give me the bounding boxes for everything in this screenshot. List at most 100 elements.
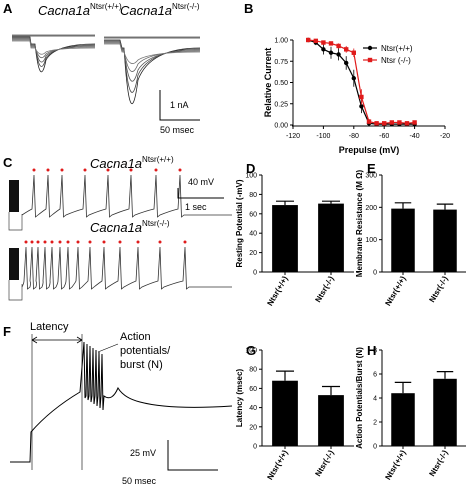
- panel-b-point-ko: [321, 40, 326, 45]
- panel-c-spike-marker-ko: [136, 240, 140, 244]
- panel-b-legend-label-wt: Ntsr(+/+): [381, 44, 413, 53]
- panel-b-x-tick-label: -120: [286, 133, 300, 140]
- panel-f-burst-path: [10, 341, 233, 463]
- panel-g-bar: [318, 395, 344, 446]
- panel-a: A Cacna1aNtsr(+/+) Cacna1aNtsr(-/-): [3, 1, 201, 135]
- panel-h-y-tick-label: 4: [373, 396, 377, 403]
- panel-h-letter: H: [367, 343, 376, 358]
- panel-c-spike-marker-ko: [76, 240, 80, 244]
- panel-d-y-tick-label: 60: [249, 211, 257, 218]
- panel-b-point-wt: [321, 47, 326, 52]
- panel-b-point-ko: [336, 43, 341, 49]
- panel-b-point-ko: [412, 120, 417, 125]
- panel-e-x-tick-label: Ntsr(-/-): [427, 274, 449, 304]
- panel-e-bar: [433, 209, 457, 272]
- panel-b-x-tick-label: -60: [379, 133, 389, 140]
- panel-h-y-tick-label: 6: [373, 372, 377, 379]
- panel-g-bar: [272, 380, 298, 446]
- panel-b-x-tick-label: -40: [410, 133, 420, 140]
- panel-b-y-tick-label: 1.00: [274, 38, 288, 45]
- panel-h-bar: [433, 378, 457, 446]
- panel-b-point-ko: [382, 121, 387, 126]
- panel-c-spike-marker-ko: [30, 240, 34, 244]
- panel-b-y-tick-label: 0.25: [274, 101, 288, 108]
- panel-e-letter: E: [367, 161, 376, 176]
- panel-b-x-label: Prepulse (mV): [339, 145, 400, 155]
- panel-c-spike-marker-ko: [24, 240, 28, 244]
- panel-b-point-ko: [389, 120, 394, 125]
- panel-f-burst-trace: [10, 341, 233, 463]
- panel-g: G 0 20 40 60 80 100 Latency (msec) Ntsr(+/+) Ntsr…: [235, 343, 354, 481]
- panel-c-spike-marker-wt: [32, 168, 36, 172]
- panel-c-scale-y: 40 mV: [188, 177, 214, 187]
- panel-b-point-wt: [351, 76, 356, 81]
- panel-f-letter: F: [3, 324, 11, 339]
- panel-h-bar: [391, 393, 415, 446]
- panel-f-latency-label: Latency: [30, 321, 69, 333]
- panel-g-y-tick-label: 80: [249, 367, 257, 374]
- panel-g-letter: G: [246, 343, 256, 358]
- panel-b-point-ko: [328, 41, 334, 46]
- panel-b-point-ko: [374, 121, 379, 126]
- panel-b-legend-marker-wt: [367, 45, 373, 51]
- panel-c-trace-wt: [21, 168, 232, 218]
- panel-b-x-tick-label: -80: [349, 133, 359, 140]
- panel-b-point-ko: [313, 38, 318, 44]
- panel-g-y-tick-label: 60: [249, 386, 257, 393]
- panel-e-x-tick-label: Ntsr(+/+): [383, 274, 407, 307]
- panel-c-label-top: Cacna1aNtsr(+/+): [90, 155, 174, 171]
- panel-b-point-wt: [359, 104, 364, 109]
- panel-c-label-bottom: Cacna1aNtsr(-/-): [90, 219, 170, 235]
- panel-c-scale-bar: [177, 188, 224, 199]
- panel-d-bar: [318, 203, 344, 272]
- panel-d-y-tick-label: 100: [245, 173, 257, 180]
- panel-g-x-tick-label: Ntsr(+/+): [265, 448, 289, 481]
- panel-d-y-label: Resting Potential (-mV): [235, 179, 244, 267]
- panel-f: F Latency Action potentials/ burst (N) 2…: [3, 321, 233, 486]
- panel-c-trace-ko-path: [21, 246, 232, 290]
- panel-b-y-tick-label: 0.00: [274, 123, 288, 130]
- panel-b-y-tick-label: 0.75: [274, 59, 288, 66]
- panel-b-plot: 0.00 0.25 0.50 0.75 1.00 -120 -100 -80 -60 -40 -20…: [263, 38, 450, 156]
- panel-h-x-tick-label: Ntsr(+/+): [383, 448, 407, 481]
- panel-g-y-tick-label: 40: [249, 405, 257, 412]
- panel-b-legend-marker-ko: [367, 57, 373, 63]
- panel-e-y-tick-label: 200: [365, 205, 377, 212]
- panel-b-point-ko: [404, 121, 410, 126]
- panel-h-y-tick-label: 0: [373, 444, 377, 451]
- panel-b: B 0.00 0.25 0.50 0.75 1.00 -120 -100 -80 -60 -40 -…: [244, 1, 450, 155]
- panel-f-ap-label-2: potentials/: [120, 345, 171, 357]
- panel-b-point-ko: [344, 47, 349, 52]
- panel-a-letter: A: [3, 1, 13, 16]
- panel-a-scale-bar: [159, 90, 200, 121]
- panel-c-trace-wt-path: [21, 174, 232, 218]
- panel-b-legend-label-ko: Ntsr (-/-): [381, 56, 411, 65]
- panel-b-point-wt: [328, 50, 334, 55]
- panel-c-stimulus-block-top: [9, 180, 19, 212]
- panel-c-spike-marker-wt: [129, 168, 133, 172]
- panel-c-spike-marker-ko: [50, 240, 54, 244]
- panel-c-stimulus-block-bottom: [9, 248, 19, 280]
- panel-e-bar: [391, 208, 415, 272]
- panel-b-point-ko: [351, 50, 356, 55]
- panel-b-point-wt: [344, 60, 349, 66]
- panel-f-scale-y: 25 mV: [130, 448, 156, 458]
- panel-c-spike-marker-wt: [154, 168, 158, 172]
- panel-d-x-tick-label: Ntsr(-/-): [313, 274, 335, 304]
- panel-g-y-tick-label: 20: [249, 424, 257, 431]
- panel-e-y-label: Membrane Resistance (M Ω): [355, 170, 364, 278]
- panel-c-spike-marker-wt: [46, 168, 50, 172]
- panel-h-y-tick-label: 8: [373, 348, 377, 355]
- panel-d-letter: D: [246, 161, 255, 176]
- panel-c-trace-ko: [21, 240, 232, 290]
- panel-g-y-tick-label: 100: [245, 348, 257, 355]
- panel-a-scale-y: 1 nA: [170, 100, 189, 110]
- panel-d-y-tick-label: 40: [249, 231, 257, 238]
- panel-c-scale-x: 1 sec: [185, 202, 207, 212]
- panel-h: H 0 2 4 6 8 Action Potentials/Burst (N) Ntsr(+/…: [355, 343, 466, 481]
- panel-a-scale-x: 50 msec: [160, 125, 195, 135]
- panel-h-y-tick-label: 2: [373, 420, 377, 427]
- panel-c-spike-marker-ko: [183, 240, 187, 244]
